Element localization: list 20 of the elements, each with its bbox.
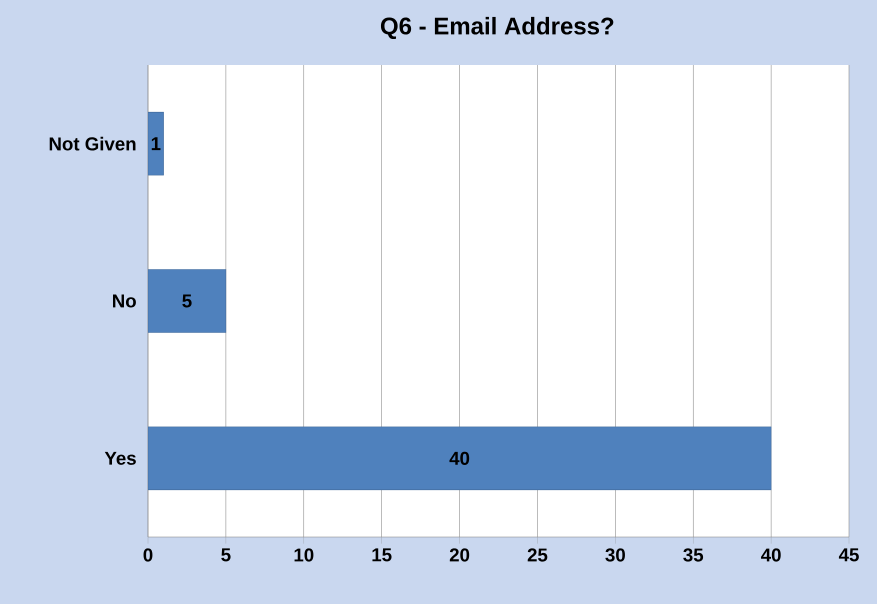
- x-tick-label: 35: [683, 548, 704, 562]
- data-label: 1: [152, 137, 160, 150]
- y-tick-label: Yes: [104, 452, 136, 465]
- x-tick-label: 40: [761, 548, 781, 562]
- y-tick-label: Not Given: [50, 136, 136, 151]
- x-tick-label: 20: [450, 548, 470, 562]
- bar: [148, 269, 226, 333]
- x-tick-label: 15: [372, 548, 392, 562]
- x-tick-label: 25: [528, 548, 548, 562]
- x-tick-label: 10: [294, 548, 314, 562]
- x-tick-label: 0: [144, 548, 152, 562]
- x-tick-label: 30: [605, 548, 625, 562]
- x-tick-label: 5: [221, 548, 231, 562]
- chart-title: Q6 - Email Address?: [380, 16, 614, 40]
- data-label: 5: [182, 294, 192, 308]
- bar: [148, 112, 164, 176]
- bar: [148, 426, 772, 490]
- data-label: 40: [449, 452, 470, 465]
- x-tick-label: 45: [838, 548, 859, 562]
- y-tick-label: No: [112, 294, 136, 308]
